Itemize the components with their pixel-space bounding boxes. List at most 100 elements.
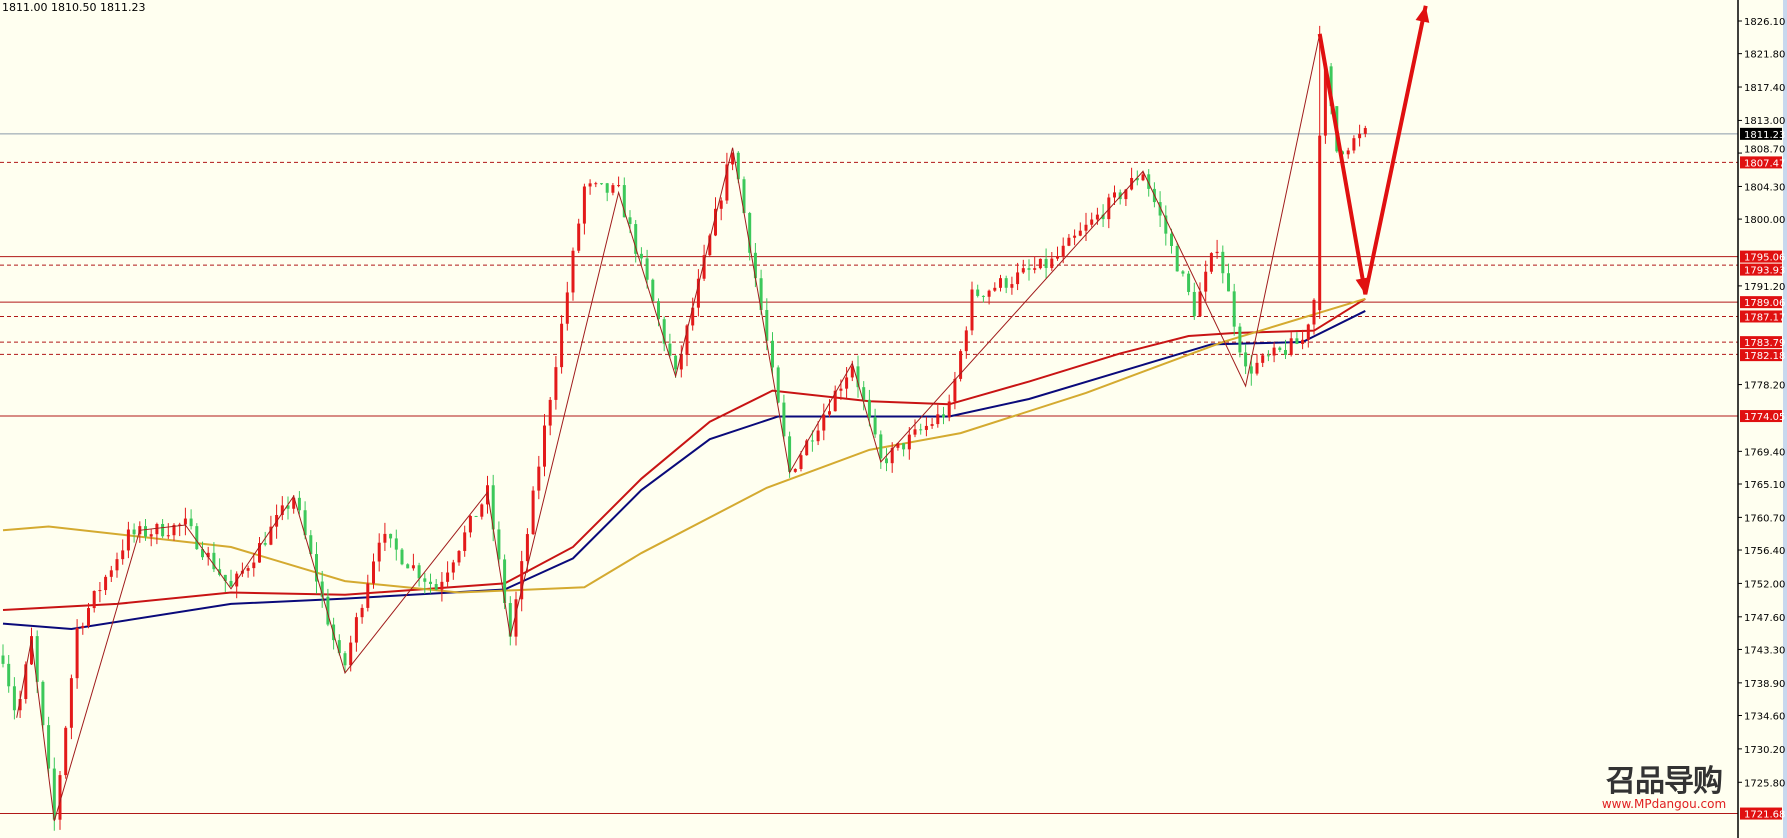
candle-body — [742, 179, 746, 214]
candle-body — [514, 599, 518, 637]
candle-body — [1147, 174, 1151, 189]
candle-body — [537, 466, 541, 491]
candle-body — [1067, 237, 1071, 246]
candle-body — [696, 278, 700, 308]
candle-body — [810, 440, 814, 442]
candle-body — [907, 434, 911, 450]
y-tick-label: 1730.20 — [1744, 745, 1785, 756]
candle-body — [252, 562, 256, 569]
candle-body — [685, 325, 689, 355]
y-tick-label: 1734.60 — [1744, 711, 1785, 722]
candle-body — [155, 523, 159, 535]
candle-body — [1312, 299, 1316, 325]
candle-body — [793, 468, 797, 472]
y-tick-label: 1743.30 — [1744, 645, 1785, 656]
candle-body — [35, 636, 39, 682]
y-tick-label: 1826.10 — [1744, 17, 1785, 28]
candle-body — [451, 562, 455, 573]
candle-body — [1358, 133, 1362, 139]
candle-body — [816, 430, 820, 442]
candle-body — [1078, 230, 1082, 236]
price-label-box — [1740, 310, 1782, 323]
candle-body — [491, 485, 495, 530]
candle-body — [206, 552, 210, 558]
candle-body — [617, 185, 621, 187]
candle-body — [668, 343, 672, 356]
candle-body — [639, 253, 643, 259]
candle-body — [349, 642, 353, 666]
candle-body — [679, 354, 683, 370]
y-tick-label: 1765.10 — [1744, 480, 1785, 491]
candle-body — [731, 152, 735, 165]
candle-body — [856, 366, 860, 388]
price-label-box — [1740, 250, 1782, 263]
candle-body — [919, 429, 923, 431]
candle-body — [879, 434, 883, 459]
candle-body — [343, 653, 347, 666]
price-label-box — [1740, 127, 1782, 140]
candle-body — [366, 583, 370, 608]
candle-body — [474, 515, 478, 517]
candle-body — [87, 608, 90, 626]
candle-body — [1227, 273, 1230, 292]
candle-body — [873, 417, 877, 435]
candle-body — [115, 559, 119, 571]
candle-body — [1289, 338, 1293, 355]
candle-body — [1170, 233, 1173, 246]
candle-body — [999, 278, 1002, 288]
candle-body — [645, 258, 649, 280]
candle-body — [970, 289, 974, 331]
candle-body — [229, 580, 233, 587]
candle-body — [1318, 135, 1322, 311]
price-label: 1807.47 — [1744, 158, 1785, 169]
candle-body — [64, 727, 68, 776]
candle-body — [702, 255, 706, 279]
candle-body — [1021, 268, 1025, 273]
candle-body — [611, 185, 615, 193]
y-tick-label: 1821.80 — [1744, 50, 1785, 61]
candle-body — [394, 538, 398, 550]
ohlc-readout: 1811.00 1810.50 1811.23 — [2, 1, 146, 14]
candle-body — [1204, 271, 1208, 292]
candle-body — [913, 429, 917, 435]
candle-body — [81, 625, 85, 629]
candle-body — [776, 367, 780, 403]
candle-body — [771, 340, 774, 368]
candle-body — [446, 572, 450, 582]
candle-body — [1004, 278, 1008, 288]
price-label: 1795.06 — [1744, 253, 1785, 264]
candle-body — [429, 581, 432, 585]
y-tick-label: 1778.20 — [1744, 381, 1785, 392]
candle-body — [320, 581, 324, 597]
candle-body — [126, 529, 130, 551]
zigzag-line — [16, 33, 1321, 822]
candle-body — [1010, 284, 1014, 288]
candle-body — [964, 330, 968, 352]
candle-body — [309, 535, 313, 555]
y-tick-label: 1738.90 — [1744, 679, 1785, 690]
candle-body — [1056, 256, 1059, 259]
candle-body — [1090, 219, 1094, 225]
candle-body — [212, 552, 216, 570]
candle-body — [662, 319, 666, 344]
candle-body — [1073, 235, 1077, 238]
candle-body — [1, 655, 5, 664]
candle-body — [1084, 224, 1088, 231]
candle-body — [497, 529, 501, 560]
price-label: 1721.68 — [1744, 810, 1785, 821]
candle-body — [976, 289, 980, 296]
candle-body — [92, 591, 96, 609]
candle-body — [1363, 128, 1367, 134]
candle-body — [286, 505, 290, 509]
candle-body — [1238, 326, 1242, 353]
candle-body — [183, 518, 187, 525]
candle-body — [588, 183, 592, 187]
price-label: 1782.18 — [1744, 351, 1785, 362]
candle-body — [1135, 177, 1139, 181]
candle-body — [691, 307, 695, 326]
candle-body — [736, 152, 740, 180]
candle-body — [651, 279, 655, 302]
candle-body — [622, 185, 626, 218]
candle-body — [58, 775, 62, 820]
